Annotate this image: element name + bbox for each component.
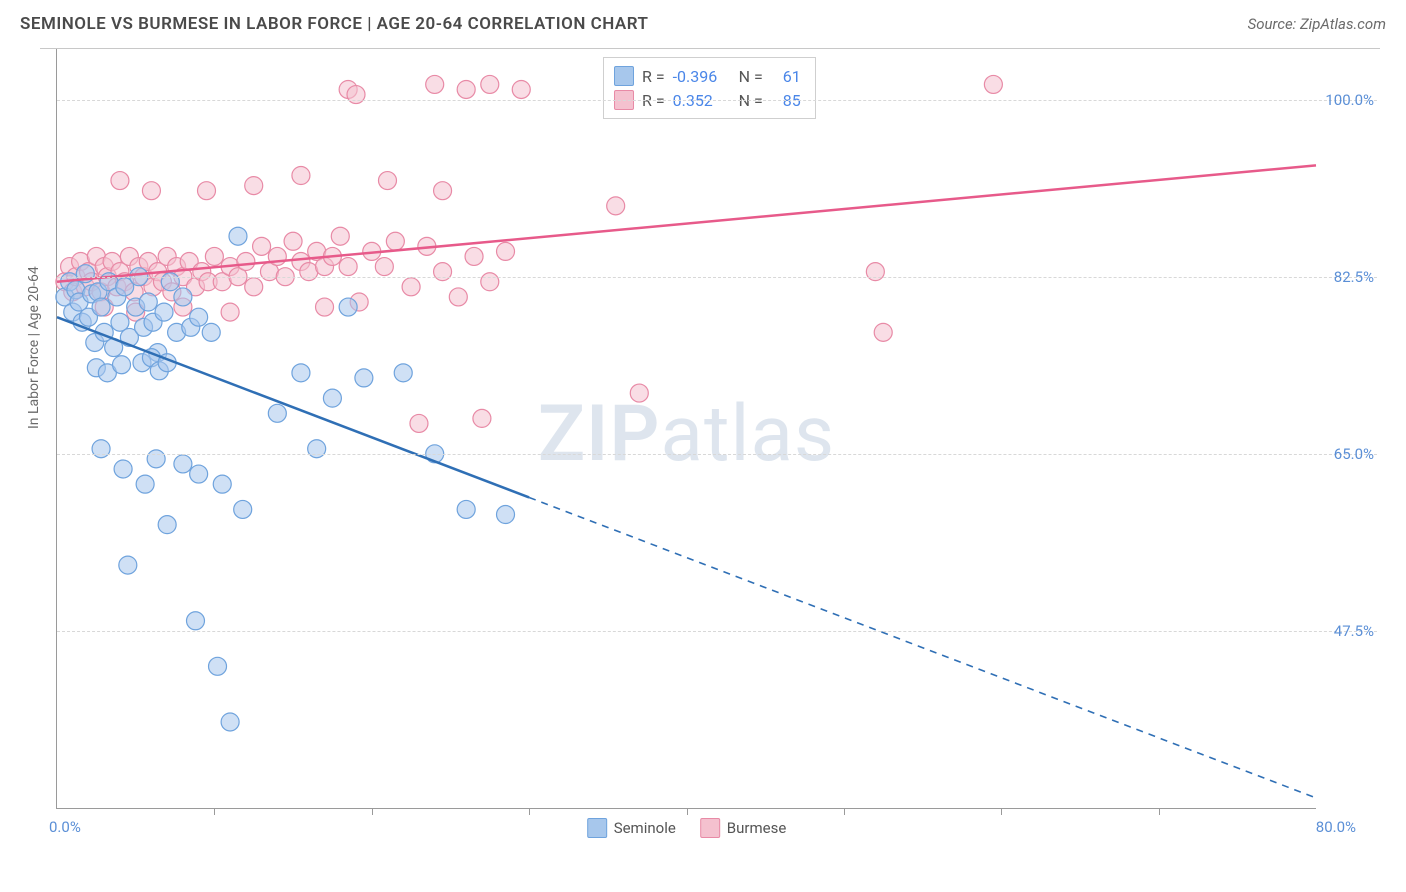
stats-legend-box: R = -0.396 N = 61 R = 0.352 N = 85: [603, 57, 816, 119]
bottom-legend: Seminole Burmese: [587, 818, 787, 838]
gridline: [57, 631, 1377, 632]
seminole-swatch: [614, 66, 634, 86]
x-axis-min-label: 0.0%: [49, 818, 81, 836]
stats-row-seminole: R = -0.396 N = 61: [614, 64, 801, 88]
seminole-n-value: 61: [771, 67, 801, 86]
seminole-swatch: [587, 818, 607, 838]
x-tick: [1159, 808, 1160, 815]
x-axis-max-label: 80.0%: [1316, 818, 1356, 836]
legend-item-seminole: Seminole: [587, 818, 676, 838]
r-label: R =: [642, 67, 665, 86]
y-tick-label: 82.5%: [1334, 268, 1374, 286]
x-tick: [372, 808, 373, 815]
legend-label: Burmese: [727, 819, 787, 837]
y-axis-label: In Labor Force | Age 20-64: [26, 266, 42, 429]
x-tick: [529, 808, 530, 815]
gridline: [57, 100, 1377, 101]
y-tick-label: 100.0%: [1325, 91, 1374, 109]
seminole-r-value: -0.396: [673, 67, 731, 86]
x-tick: [214, 808, 215, 815]
x-tick: [1001, 808, 1002, 815]
legend-label: Seminole: [614, 819, 676, 837]
x-tick: [844, 808, 845, 815]
x-tick: [687, 808, 688, 815]
n-label: N =: [739, 67, 763, 86]
chart-title: SEMINOLE VS BURMESE IN LABOR FORCE | AGE…: [20, 14, 648, 34]
y-tick-label: 47.5%: [1334, 622, 1374, 640]
gridline: [57, 454, 1377, 455]
chart-container: In Labor Force | Age 20-64 ZIPatlas R = …: [40, 48, 1380, 828]
scatter-plot-svg: [57, 49, 1316, 808]
burmese-swatch: [700, 818, 720, 838]
gridline: [57, 277, 1377, 278]
y-tick-label: 65.0%: [1334, 445, 1374, 463]
source-attribution: Source: ZipAtlas.com: [1248, 15, 1386, 33]
legend-item-burmese: Burmese: [700, 818, 787, 838]
plot-area: ZIPatlas R = -0.396 N = 61 R = 0.352 N =…: [56, 49, 1316, 809]
